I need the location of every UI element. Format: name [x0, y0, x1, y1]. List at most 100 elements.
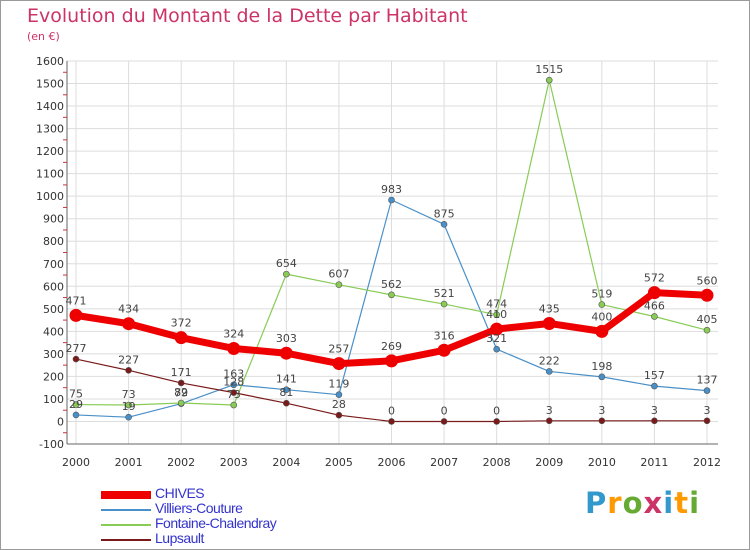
data-label: 75	[69, 388, 83, 401]
x-tick-label: 2009	[535, 456, 563, 469]
data-label: 410	[486, 308, 507, 321]
logo-letter: r	[607, 486, 623, 520]
data-point	[125, 367, 132, 374]
data-point	[595, 324, 609, 338]
y-tick-label: 800	[43, 235, 64, 248]
data-label: 3	[651, 404, 658, 417]
data-label: 222	[539, 354, 560, 367]
data-point	[437, 343, 451, 357]
data-point	[283, 386, 290, 394]
data-label: 654	[276, 257, 297, 270]
data-label: 466	[644, 299, 665, 312]
data-point	[703, 326, 711, 334]
data-label: 3	[546, 404, 553, 417]
data-label: 1515	[535, 63, 563, 76]
data-point	[388, 291, 395, 299]
data-label: 82	[174, 386, 188, 399]
y-tick-label: 1600	[36, 55, 64, 68]
data-point	[700, 288, 714, 302]
legend-label: Villiers-Couture	[155, 500, 243, 516]
y-tick-label: 1000	[36, 190, 64, 203]
legend-swatch	[101, 509, 151, 511]
data-point	[385, 354, 398, 368]
data-label: 163	[223, 368, 244, 381]
y-tick-label: 900	[43, 213, 64, 226]
data-point	[598, 373, 606, 381]
chart-subtitle: (en €)	[27, 30, 60, 43]
data-label: 405	[697, 313, 718, 326]
logo-letter: t	[674, 486, 690, 520]
data-point	[283, 399, 290, 407]
data-label: 198	[591, 360, 612, 373]
logo-letter: i	[689, 486, 701, 520]
data-label: 607	[328, 268, 349, 281]
legend-swatch	[101, 524, 151, 526]
data-label: 560	[697, 274, 718, 287]
data-label: 434	[118, 303, 139, 316]
legend-label: Lupsault	[155, 530, 204, 546]
data-label: 19	[122, 400, 136, 413]
data-point	[72, 411, 80, 419]
y-tick-label: 600	[43, 280, 64, 293]
chart-title: Evolution du Montant de la Dette par Hab…	[27, 5, 468, 27]
data-label: 29	[69, 398, 83, 411]
y-tick-label: 1500	[36, 78, 64, 91]
data-label: 277	[66, 342, 87, 355]
data-point	[651, 313, 658, 320]
legend-swatch	[101, 491, 151, 499]
y-tick-label: 500	[43, 303, 64, 316]
data-label: 372	[171, 317, 192, 330]
y-tick-label: -100	[39, 438, 64, 451]
data-label: 316	[434, 329, 455, 342]
data-label: 79	[174, 387, 188, 400]
x-tick-label: 2008	[483, 456, 511, 469]
x-tick-label: 2011	[640, 456, 668, 469]
data-label: 572	[644, 272, 665, 285]
series-fontaine-chalendray	[72, 76, 711, 409]
data-point	[703, 417, 711, 425]
data-label: 519	[591, 288, 612, 301]
data-label: 521	[434, 287, 455, 300]
data-label: 0	[441, 404, 448, 417]
y-tick-label: 100	[43, 393, 64, 406]
y-tick-label: 300	[43, 348, 64, 361]
data-point	[72, 355, 80, 363]
data-label: 137	[697, 374, 718, 387]
data-point	[227, 341, 241, 355]
data-point	[651, 417, 658, 425]
data-point	[332, 357, 346, 371]
data-label: 81	[279, 386, 293, 399]
y-tick-label: 1300	[36, 123, 64, 136]
data-label: 400	[591, 310, 612, 323]
data-point	[440, 300, 448, 308]
data-point	[598, 417, 606, 425]
x-tick-label: 2006	[378, 456, 406, 469]
data-point	[72, 401, 80, 408]
data-point	[598, 301, 606, 308]
y-tick-label: 0	[57, 415, 64, 428]
data-label: 321	[486, 332, 507, 345]
data-point	[493, 345, 500, 353]
proxiti-logo: Proxiti	[585, 486, 700, 520]
x-tick-label: 2007	[430, 456, 458, 469]
data-point	[177, 399, 185, 407]
data-point	[230, 389, 238, 396]
data-label: 0	[388, 404, 395, 417]
data-label: 303	[276, 332, 297, 345]
logo-letter: P	[585, 486, 608, 520]
data-point	[493, 311, 500, 318]
y-tick-label: 400	[43, 325, 64, 338]
x-tick-label: 2005	[325, 456, 353, 469]
data-point	[545, 76, 553, 84]
data-label: 257	[328, 343, 349, 356]
data-point	[335, 411, 343, 419]
data-point	[125, 413, 132, 421]
x-tick-label: 2012	[693, 456, 721, 469]
data-point	[283, 270, 290, 278]
data-label: 128	[223, 376, 244, 389]
data-label: 435	[539, 302, 560, 315]
data-point	[490, 322, 504, 336]
logo-letter: o	[622, 486, 644, 520]
